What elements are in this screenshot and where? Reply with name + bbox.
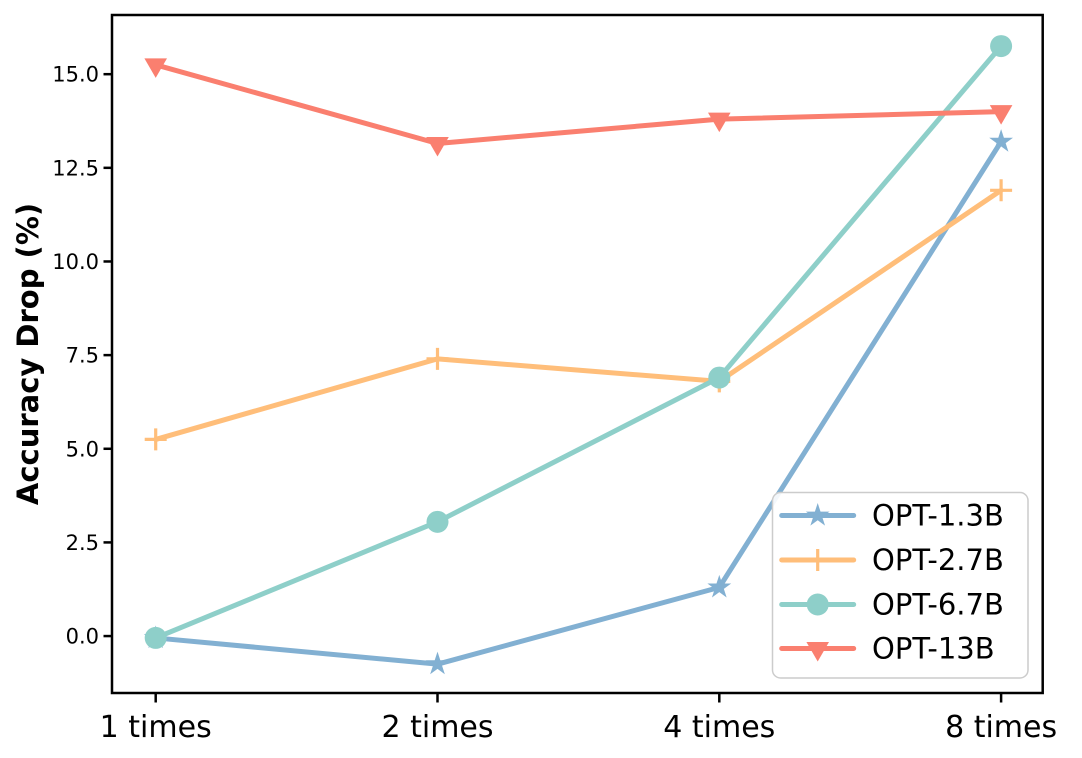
series-marker-opt-6.7b xyxy=(990,35,1013,58)
series-marker-opt-13b xyxy=(426,136,449,157)
legend-box xyxy=(771,491,1029,679)
legend-marker-opt-1.3b xyxy=(805,503,830,526)
series-line-opt-2.7b xyxy=(153,187,1004,442)
series-marker-opt-2.7b xyxy=(144,428,167,451)
x-axis-tick-label: 1 times xyxy=(100,710,212,745)
y-axis-tick-label: 7.5 xyxy=(66,344,99,368)
series-marker-opt-1.3b xyxy=(989,129,1013,152)
series-marker-opt-6.7b xyxy=(144,626,167,649)
x-axis-tick-label: 2 times xyxy=(381,710,493,745)
y-axis-tick-label: 0.0 xyxy=(66,625,99,649)
series-marker-opt-2.7b xyxy=(990,179,1013,202)
y-axis-tick-label: 15.0 xyxy=(52,63,99,87)
series-marker-opt-6.7b xyxy=(708,366,731,389)
series-marker-opt-1.3b xyxy=(425,651,450,675)
x-axis-tick-label: 8 times xyxy=(945,710,1057,745)
legend-marker-opt-13b xyxy=(806,642,829,662)
y-axis-tick-label: 2.5 xyxy=(66,531,99,555)
legend-marker-opt-6.7b xyxy=(806,593,829,616)
legend-label-opt-6.7b: OPT-6.7B xyxy=(872,588,1004,622)
plot-border xyxy=(110,13,1044,695)
y-axis-tick-label: 5.0 xyxy=(66,437,99,461)
series-marker-opt-6.7b xyxy=(426,510,449,533)
legend-label-opt-13b: OPT-13B xyxy=(872,632,995,666)
series-marker-opt-13b xyxy=(708,112,731,133)
legend-label-opt-1.3b: OPT-1.3B xyxy=(872,499,1004,533)
series-marker-opt-13b xyxy=(989,105,1013,125)
series-marker-opt-13b xyxy=(144,58,167,78)
legend-label-opt-2.7b: OPT-2.7B xyxy=(872,543,1004,577)
series-line-opt-13b xyxy=(153,62,1004,146)
legend-marker-opt-2.7b xyxy=(806,549,829,571)
y-axis-tick-label: 12.5 xyxy=(52,156,99,180)
y-axis-title: Accuracy Drop (%) xyxy=(11,203,45,505)
series-marker-opt-2.7b xyxy=(426,347,449,370)
series-line-opt-1.3b xyxy=(153,139,1004,667)
series-marker-opt-1.3b xyxy=(707,574,732,598)
series-line-opt-6.7b xyxy=(153,43,1004,641)
y-axis-tick-label: 10.0 xyxy=(52,250,99,274)
x-axis-tick-label: 4 times xyxy=(663,710,775,745)
